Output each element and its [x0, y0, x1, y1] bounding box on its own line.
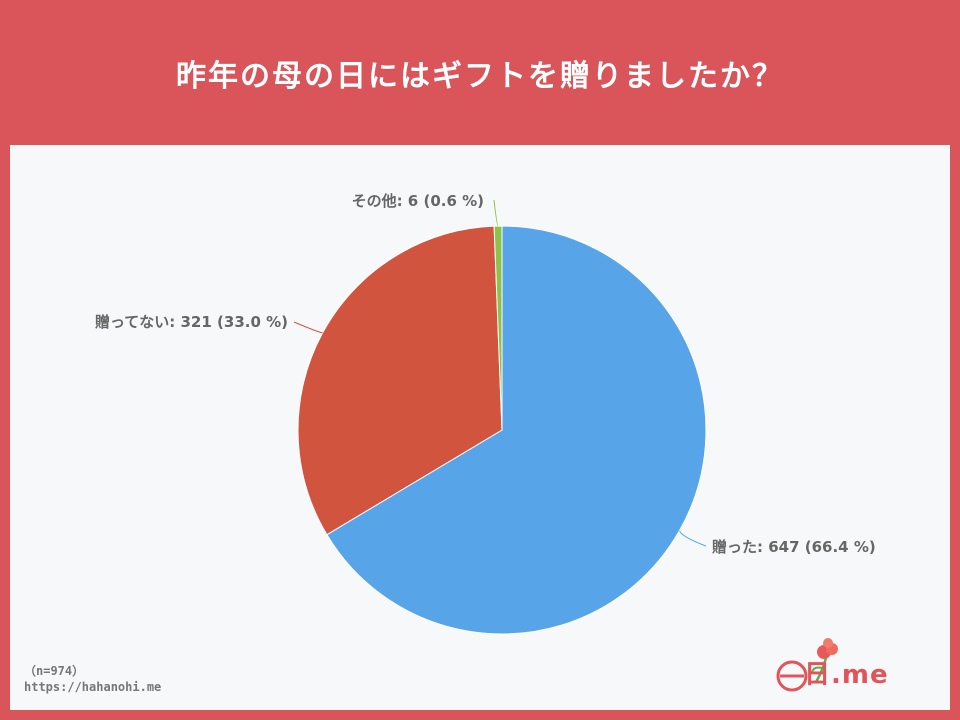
- carnation-icon: [776, 638, 838, 692]
- label-other: その他: 6 (0.6 %): [352, 192, 484, 210]
- leader-line: [493, 199, 499, 227]
- source-url: https://hahanohi.me: [24, 680, 162, 694]
- label-gifted: 贈った: 647 (66.4 %): [712, 538, 876, 556]
- leader-line: [293, 321, 323, 334]
- slice-gifted: [326, 225, 707, 635]
- page-title: 昨年の母の日にはギフトを贈りましたか？: [176, 58, 784, 94]
- logo-text: 日.me: [804, 660, 889, 690]
- brand-logo: 日.me: [770, 638, 940, 698]
- label-not-gifted: 贈ってない: 321 (33.0 %): [95, 313, 288, 331]
- sample-size: （n=974）: [24, 664, 85, 678]
- leader-line: [678, 530, 707, 547]
